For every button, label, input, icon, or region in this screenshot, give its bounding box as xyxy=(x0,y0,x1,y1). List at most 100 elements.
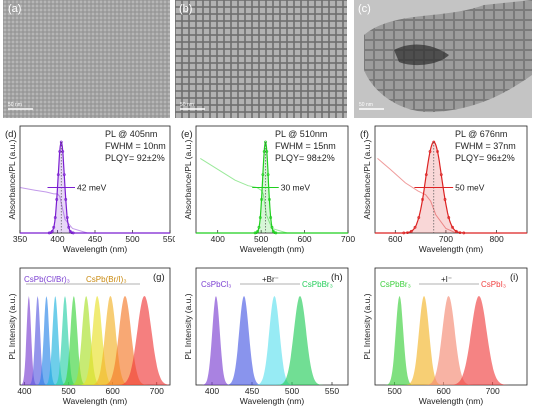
chart-f-pl-point xyxy=(406,231,409,235)
chart-e-pl-point xyxy=(253,231,257,235)
chart-e-pl-point xyxy=(257,225,261,229)
chart-e-absorbance-line xyxy=(200,157,288,234)
chart-d-xtick-label: 350 xyxy=(13,234,27,244)
chart-i-arrow-label: CsPbI₃ xyxy=(481,280,506,289)
panel-label-b: (b) xyxy=(179,3,192,15)
chart-i-xlabel: Wavelength (nm) xyxy=(419,396,484,406)
chart-f-xtick-label: 800 xyxy=(490,234,504,244)
chart-g-xtick-label: 500 xyxy=(61,386,75,396)
chart-e-pl-point xyxy=(273,231,277,235)
chart-e-annotation-line: PLQY= 98±2% xyxy=(275,153,335,163)
chart-h-pl-peak xyxy=(196,296,348,385)
chart-f-pl-point xyxy=(451,225,454,229)
chart-i-xtick-label: 700 xyxy=(486,386,500,396)
chart-e-pl-point xyxy=(270,225,274,229)
chart-d-annotation-line: PL @ 405nm xyxy=(105,129,157,139)
tem-image-a: (a) 50 nm xyxy=(3,0,170,118)
chart-f-xtick-label: 600 xyxy=(388,234,402,244)
tem-image-c: (c) 50 nm xyxy=(354,0,532,118)
chart-d-annotation-line: PLQY= 92±2% xyxy=(105,153,165,163)
chart-g-arrow-label: CsPb(Cl/Br)₃ xyxy=(24,275,70,284)
chart-d-fwhm-label: 42 meV xyxy=(77,183,107,193)
chart-i-arrow-label: CsPbBr₃ xyxy=(380,280,411,289)
tem-svg-a: (a) 50 nm xyxy=(3,0,170,118)
tem-image-b: (b) 50 nm xyxy=(175,0,347,118)
chart-f-pl-point xyxy=(454,229,458,233)
chart-d-pl-point xyxy=(64,198,68,201)
chart-d-xtick-label: 400 xyxy=(50,234,64,244)
panel-label-a: (a) xyxy=(8,3,21,15)
chart-g-pl-peak xyxy=(20,296,170,385)
chart-f-pl-point xyxy=(413,225,417,229)
chart-h: 400 450 500 550 Wavelength (nm) PL Intensity … xyxy=(183,267,349,406)
chart-e-pl-point xyxy=(261,173,265,177)
chart-d-xtick-label: 450 xyxy=(88,234,102,244)
chart-d-pl-point xyxy=(55,198,59,201)
chart-h-panel-label: (h) xyxy=(331,272,343,283)
chart-g-arrow-label: CsPb(Br/I)₃ xyxy=(86,275,127,284)
chart-f-pl-point xyxy=(462,231,466,235)
scale-label-b: 50 nm xyxy=(180,102,194,108)
chart-g-xtick-label: 600 xyxy=(106,386,120,396)
chart-d-pl-point xyxy=(52,225,56,229)
chart-e-xtick-label: 400 xyxy=(211,234,225,244)
chart-e-pl-point xyxy=(267,198,271,201)
chart-f-pl-point xyxy=(424,173,428,177)
chart-f-pl-point xyxy=(402,231,406,235)
chart-g-xtick-label: 400 xyxy=(17,386,31,396)
chart-e: 400 500 600 700 Wavelength (nm) Absorbance/PL… xyxy=(181,125,355,254)
chart-d-xlabel: Wavelength (nm) xyxy=(63,244,128,254)
chart-e-ylabel: Absorbance/PL (a.u.) xyxy=(183,139,193,219)
chart-i-ylabel: PL Intensity (a.u.) xyxy=(362,293,372,359)
chart-f: 600 700 800 Wavelength (nm) Absorbance/PL (a… xyxy=(360,125,528,254)
chart-f-pl-point xyxy=(409,229,413,233)
tem-texture-a xyxy=(3,0,170,118)
chart-e-panel-label: (e) xyxy=(181,129,193,140)
chart-f-frame xyxy=(374,125,528,234)
chart-g-pl-peak xyxy=(20,296,170,385)
chart-h-xtick-label: 450 xyxy=(245,386,259,396)
chart-i-pl-peak xyxy=(375,296,527,385)
chart-h-arrow-label: CsPbCl₃ xyxy=(201,280,231,289)
chart-e-xtick-label: 600 xyxy=(297,234,311,244)
chart-i-xtick-label: 500 xyxy=(388,386,402,396)
chart-f-pl-peak xyxy=(375,141,527,234)
chart-d-pl-point xyxy=(70,231,74,235)
chart-d-xtick-label: 500 xyxy=(125,234,139,244)
chart-e-annotation-line: PL @ 510nm xyxy=(275,129,327,139)
chart-f-fwhm-label: 50 meV xyxy=(455,183,485,193)
chart-e-pl-point xyxy=(269,216,273,219)
chart-d-annotation-line: FWHM = 10nm xyxy=(105,141,166,151)
tem-dark-region-c xyxy=(394,44,449,66)
chart-f-annotation-line: PLQY= 96±2% xyxy=(455,153,515,163)
chart-d: 350 400 450 500 550 Wavelength (nm) Absorbance… xyxy=(5,125,175,254)
panel-label-c: (c) xyxy=(358,3,371,15)
chart-h-pl-peak xyxy=(196,296,348,385)
chart-e-frame xyxy=(195,125,349,234)
chart-f-pl-point xyxy=(443,198,447,201)
chart-d-pl-point xyxy=(62,173,66,177)
tem-svg-b: (b) 50 nm xyxy=(175,0,347,118)
chart-g-pl-peak xyxy=(20,296,170,385)
chart-i-pl-peak xyxy=(375,296,527,385)
chart-h-ylabel: PL Intensity (a.u.) xyxy=(183,293,193,359)
chart-d-pl-point xyxy=(58,150,62,153)
chart-i-panel-label: (i) xyxy=(510,272,518,283)
chart-d-pl-point xyxy=(61,150,65,153)
chart-f-xlabel: Wavelength (nm) xyxy=(419,244,484,254)
chart-e-pl-point xyxy=(260,198,263,201)
chart-d-panel-label: (d) xyxy=(5,129,17,140)
chart-f-panel-label: (f) xyxy=(360,129,369,140)
chart-d-pl-point xyxy=(50,229,54,233)
chart-f-pl-point xyxy=(428,150,432,153)
chart-g-xlabel: Wavelength (nm) xyxy=(63,396,128,406)
chart-h-pl-peak xyxy=(196,296,348,385)
chart-f-ylabel: Absorbance/PL (a.u.) xyxy=(362,139,372,219)
chart-e-fwhm-label: 30 meV xyxy=(281,183,311,193)
chart-g-pl-peak xyxy=(20,296,170,385)
chart-i-arrow-label: +I⁻ xyxy=(441,275,452,284)
chart-f-pl-point xyxy=(458,231,462,235)
tem-texture-b xyxy=(175,0,347,118)
chart-h-arrow-label: +Br⁻ xyxy=(262,275,279,284)
